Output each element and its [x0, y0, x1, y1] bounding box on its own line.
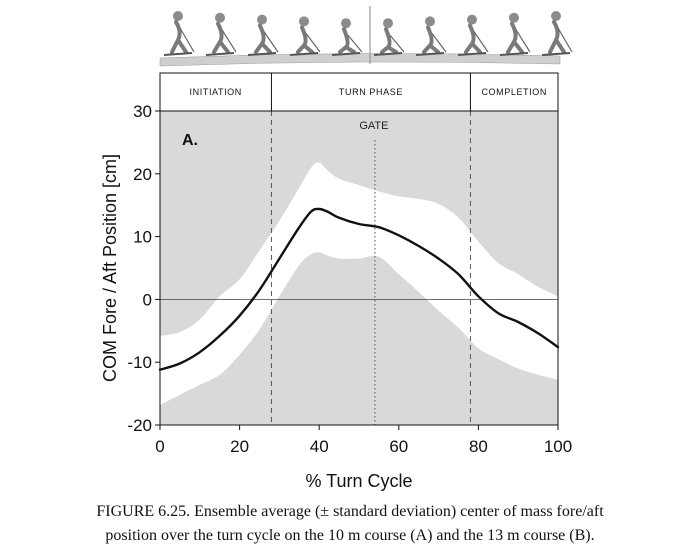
x-tick-label: 60 — [389, 437, 408, 456]
y-tick-label: 30 — [133, 102, 152, 121]
skier-figure-icon — [163, 11, 195, 56]
sd-band — [160, 162, 558, 405]
skier-figure-icon — [373, 18, 405, 56]
y-tick-label: -20 — [127, 416, 152, 435]
skier-sequence-illustration — [159, 6, 573, 67]
y-tick-label: -10 — [127, 353, 152, 372]
skier-figure-icon — [541, 11, 573, 56]
caption-line-1: FIGURE 6.25. Ensemble average (± standar… — [96, 503, 604, 520]
y-tick-label: 10 — [133, 228, 152, 247]
y-axis-title: COM Fore / Aft Position [cm] — [100, 154, 120, 382]
y-axis: -20 -10 0 10 20 30 — [127, 102, 160, 435]
ski-track — [159, 53, 561, 67]
phase-label-turn-phase: TURN PHASE — [339, 87, 403, 97]
x-axis: 0 20 40 60 80 100 — [155, 425, 572, 456]
skier-figure-icon — [331, 18, 363, 56]
phase-label-completion: COMPLETION — [481, 87, 547, 97]
x-tick-label: 40 — [310, 437, 329, 456]
figure-caption: FIGURE 6.25. Ensemble average (± standar… — [0, 500, 700, 548]
x-tick-label: 80 — [469, 437, 488, 456]
plot-area: GATE A. — [158, 110, 560, 426]
y-tick-label: 20 — [133, 165, 152, 184]
skier-figure-icon — [499, 12, 531, 56]
x-tick-label: 0 — [155, 437, 164, 456]
skier-figure-icon — [415, 16, 447, 56]
phase-header: INITIATION TURN PHASE COMPLETION — [159, 72, 559, 112]
skier-figure-icon — [289, 16, 321, 56]
phase-label-initiation: INITIATION — [190, 87, 242, 97]
x-tick-label: 100 — [544, 437, 572, 456]
mean-line — [158, 207, 560, 371]
plot-frame — [159, 110, 559, 426]
gate-label: GATE — [359, 120, 388, 132]
skier-figure-icon — [457, 14, 489, 56]
y-tick-label: 0 — [143, 290, 152, 309]
skier-figure-icon — [205, 12, 237, 56]
skier-figure-icon — [247, 14, 279, 56]
caption-line-2: position over the turn cycle on the 10 m… — [105, 527, 595, 544]
x-axis-title: % Turn Cycle — [305, 471, 412, 491]
x-tick-label: 20 — [230, 437, 249, 456]
panel-label: A. — [182, 132, 198, 149]
